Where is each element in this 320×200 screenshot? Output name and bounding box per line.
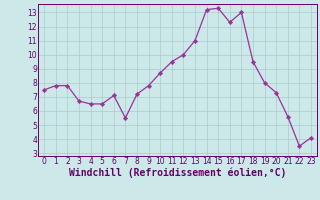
X-axis label: Windchill (Refroidissement éolien,°C): Windchill (Refroidissement éolien,°C) [69,168,286,178]
